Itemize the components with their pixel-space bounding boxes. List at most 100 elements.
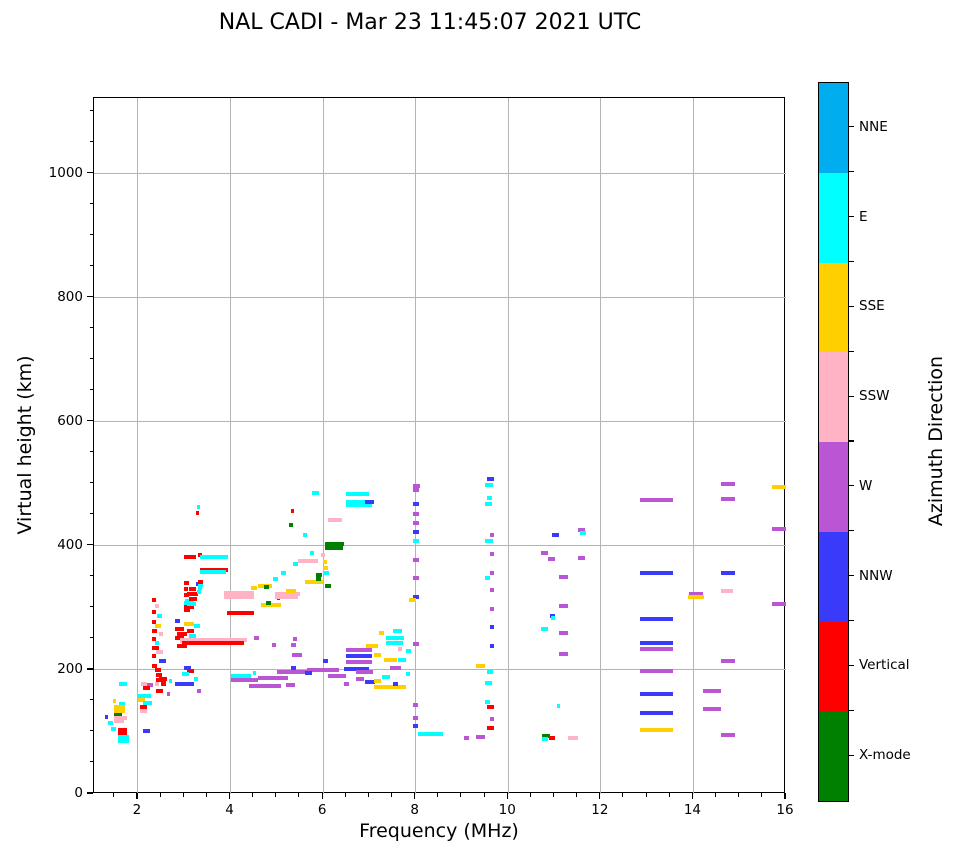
data-segment — [413, 723, 418, 728]
data-segment — [226, 611, 254, 616]
colorbar-boundary-tick — [849, 171, 854, 173]
x-tick-label: 16 — [776, 802, 794, 818]
y-major-tick — [87, 172, 93, 174]
y-major-tick — [87, 668, 93, 670]
data-segment — [175, 626, 185, 631]
data-segment — [688, 592, 703, 597]
data-segment — [175, 682, 194, 687]
colorbar-title: Azimuth Direction — [925, 355, 947, 527]
data-segment — [230, 678, 259, 683]
data-segment — [175, 618, 180, 623]
data-segment — [184, 586, 188, 591]
data-segment — [487, 726, 495, 731]
data-segment — [640, 646, 673, 651]
data-segment — [140, 709, 148, 714]
data-segment — [406, 672, 411, 677]
data-segment — [640, 692, 673, 697]
colorbar-boundary-tick — [849, 709, 854, 711]
data-segment — [540, 626, 548, 631]
colorbar-boundary-tick — [849, 440, 854, 442]
data-segment — [184, 608, 190, 613]
data-segment — [374, 679, 381, 684]
data-segment — [140, 704, 148, 709]
data-segment — [552, 532, 560, 537]
data-segment — [316, 573, 322, 578]
colorbar-cell-vertical — [819, 621, 848, 712]
data-segment — [559, 574, 569, 579]
data-segment — [186, 669, 194, 674]
y-tick-label: 200 — [57, 660, 83, 677]
data-segment — [346, 491, 370, 496]
data-segment — [290, 509, 295, 514]
data-segment — [154, 623, 162, 628]
data-segment — [286, 589, 297, 594]
data-segment — [161, 682, 166, 687]
data-segment — [475, 734, 486, 739]
y-minor-tick — [89, 141, 93, 143]
data-segment — [197, 689, 201, 694]
data-segment — [549, 736, 556, 741]
y-minor-tick — [89, 637, 93, 639]
data-segment — [640, 641, 673, 646]
colorbar-boundary-tick — [849, 530, 854, 532]
data-segment — [142, 685, 150, 690]
data-segment — [141, 682, 148, 687]
data-segment — [487, 496, 493, 501]
data-segment — [252, 671, 257, 676]
colorbar-label: SSE — [859, 298, 885, 315]
data-segment — [327, 674, 347, 679]
data-segment — [413, 501, 420, 506]
colorbar-cell-nnw — [819, 531, 848, 622]
x-minor-tick — [761, 793, 763, 797]
data-segment — [188, 587, 196, 592]
data-segment — [110, 727, 116, 732]
x-tick-label: 14 — [683, 802, 702, 818]
x-minor-tick — [483, 793, 485, 797]
x-gridline — [507, 98, 509, 794]
data-segment — [721, 571, 736, 576]
data-segment — [489, 607, 495, 612]
data-segment — [113, 705, 125, 710]
data-segment — [556, 703, 561, 708]
x-major-tick — [321, 793, 323, 799]
data-segment — [487, 705, 495, 710]
data-segment — [181, 641, 245, 646]
data-segment — [306, 667, 340, 672]
x-minor-tick — [344, 793, 346, 797]
data-segment — [346, 648, 372, 653]
y-minor-tick — [89, 265, 93, 267]
x-tick-label: 12 — [591, 802, 609, 818]
y-minor-tick — [89, 110, 93, 112]
data-segment — [343, 681, 349, 686]
data-segment — [721, 589, 733, 594]
data-segment — [374, 685, 406, 690]
colorbar-label: Vertical — [859, 657, 910, 674]
y-tick-label: 800 — [57, 288, 83, 305]
colorbar-cell-e — [819, 172, 848, 263]
y-minor-tick — [89, 389, 93, 391]
data-segment — [485, 538, 494, 543]
data-segment — [413, 488, 420, 493]
x-gridline — [415, 98, 417, 794]
data-segment — [324, 571, 329, 576]
data-segment — [413, 715, 418, 720]
data-segment — [485, 700, 490, 705]
x-minor-tick — [668, 793, 670, 797]
x-gridline — [600, 98, 602, 794]
data-segment — [118, 731, 127, 736]
x-minor-tick — [275, 793, 277, 797]
x-tick-label: 6 — [317, 802, 327, 818]
y-tick-label: 600 — [57, 412, 83, 429]
data-segment — [559, 652, 569, 657]
data-segment — [156, 689, 164, 694]
data-segment — [540, 550, 548, 555]
data-segment — [273, 576, 278, 581]
data-segment — [393, 682, 399, 687]
data-segment — [151, 663, 158, 668]
data-segment — [200, 555, 229, 560]
data-segment — [580, 531, 587, 536]
data-segment — [392, 629, 402, 634]
data-segment — [418, 731, 444, 736]
colorbar-cell-x-mode — [819, 711, 848, 801]
data-segment — [151, 645, 159, 650]
